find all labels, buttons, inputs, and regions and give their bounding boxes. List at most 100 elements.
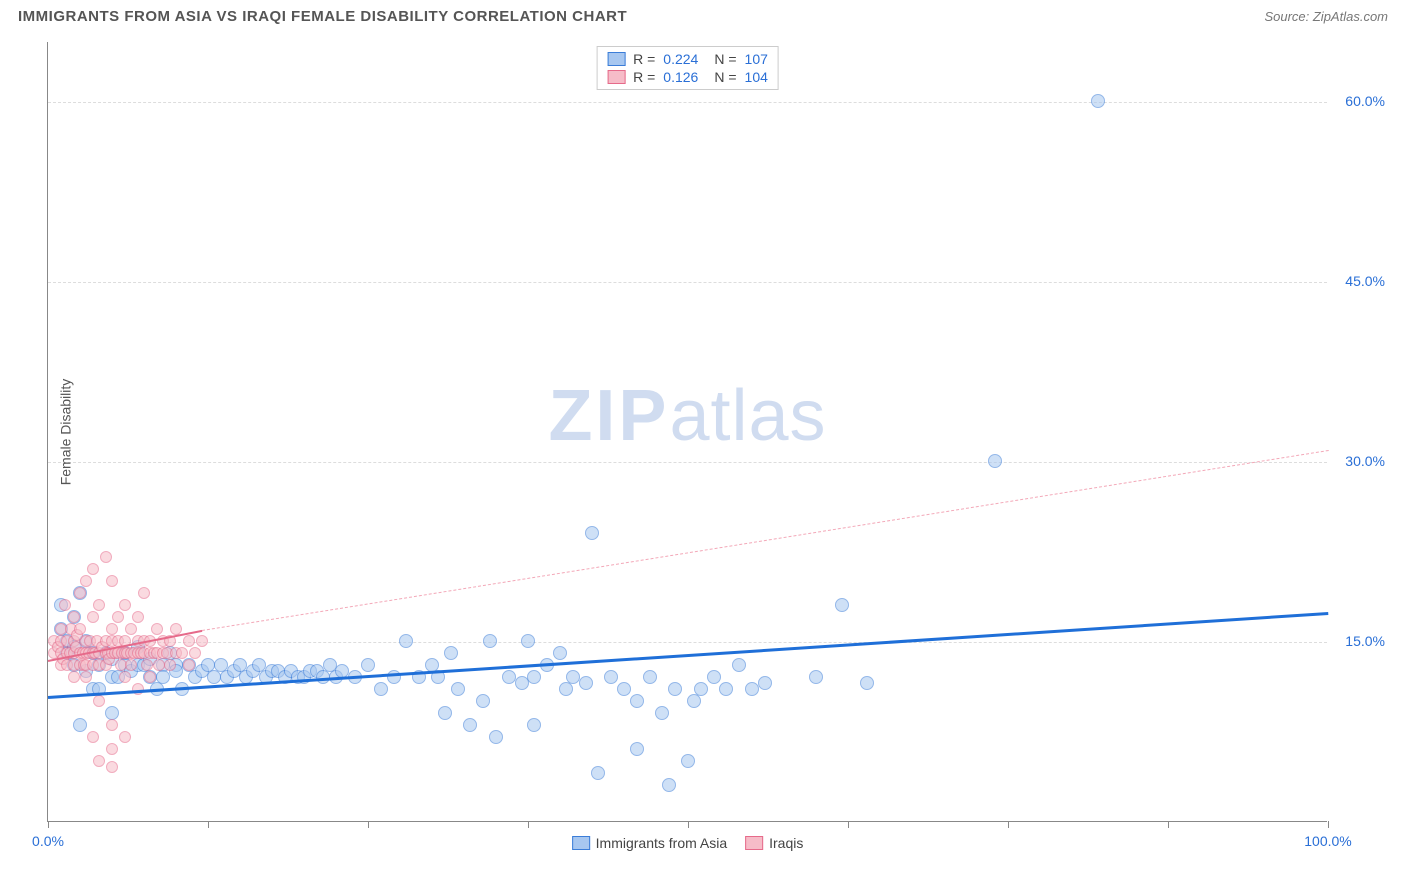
data-point-iraqis — [93, 695, 105, 707]
y-tick-label: 60.0% — [1345, 93, 1385, 109]
data-point-asia — [617, 682, 631, 696]
data-point-asia — [444, 646, 458, 660]
legend-row-asia: R = 0.224 N = 107 — [607, 51, 768, 67]
data-point-iraqis — [119, 599, 131, 611]
data-point-asia — [719, 682, 733, 696]
data-point-iraqis — [93, 599, 105, 611]
data-point-iraqis — [176, 647, 188, 659]
data-point-asia — [438, 706, 452, 720]
legend-r-value: 0.126 — [663, 69, 698, 85]
data-point-iraqis — [189, 647, 201, 659]
data-point-iraqis — [106, 575, 118, 587]
gridline — [48, 642, 1327, 643]
data-point-asia — [361, 658, 375, 672]
data-point-iraqis — [68, 611, 80, 623]
gridline — [48, 462, 1327, 463]
data-point-asia — [630, 742, 644, 756]
x-tick-label: 100.0% — [1304, 833, 1351, 849]
data-point-asia — [105, 706, 119, 720]
legend-row-iraqis: R = 0.126 N = 104 — [607, 69, 768, 85]
data-point-asia — [489, 730, 503, 744]
data-point-iraqis — [100, 551, 112, 563]
data-point-iraqis — [106, 719, 118, 731]
data-point-asia — [1091, 94, 1105, 108]
data-point-asia — [73, 718, 87, 732]
y-tick-label: 45.0% — [1345, 273, 1385, 289]
x-tick — [1328, 821, 1329, 828]
trend-line — [202, 450, 1329, 631]
trend-line — [48, 612, 1328, 699]
data-point-iraqis — [141, 659, 153, 671]
data-point-iraqis — [106, 761, 118, 773]
data-point-iraqis — [164, 659, 176, 671]
data-point-asia — [585, 526, 599, 540]
data-point-iraqis — [119, 731, 131, 743]
data-point-iraqis — [138, 587, 150, 599]
data-point-asia — [579, 676, 593, 690]
legend-n-value: 107 — [745, 51, 768, 67]
x-tick — [48, 821, 49, 828]
data-point-iraqis — [106, 623, 118, 635]
data-point-asia — [758, 676, 772, 690]
correlation-legend: R = 0.224 N = 107 R = 0.126 N = 104 — [596, 46, 779, 90]
series-legend: Immigrants from AsiaIraqis — [572, 835, 804, 851]
data-point-asia — [559, 682, 573, 696]
data-point-iraqis — [87, 731, 99, 743]
data-point-asia — [463, 718, 477, 732]
legend-n-value: 104 — [745, 69, 768, 85]
data-point-iraqis — [74, 587, 86, 599]
data-point-asia — [451, 682, 465, 696]
series-label: Immigrants from Asia — [596, 835, 727, 851]
data-point-iraqis — [119, 671, 131, 683]
data-point-asia — [655, 706, 669, 720]
legend-r-label: R = — [633, 69, 655, 85]
data-point-asia — [835, 598, 849, 612]
data-point-asia — [643, 670, 657, 684]
data-point-asia — [681, 754, 695, 768]
gridline — [48, 102, 1327, 103]
data-point-asia — [668, 682, 682, 696]
data-point-asia — [483, 634, 497, 648]
data-point-iraqis — [196, 635, 208, 647]
legend-r-label: R = — [633, 51, 655, 67]
gridline — [48, 282, 1327, 283]
data-point-asia — [591, 766, 605, 780]
data-point-iraqis — [106, 743, 118, 755]
legend-swatch — [745, 836, 763, 850]
x-tick — [208, 821, 209, 828]
data-point-asia — [687, 694, 701, 708]
legend-r-value: 0.224 — [663, 51, 698, 67]
legend-swatch — [572, 836, 590, 850]
data-point-asia — [156, 670, 170, 684]
data-point-asia — [707, 670, 721, 684]
data-point-iraqis — [87, 611, 99, 623]
x-tick — [848, 821, 849, 828]
data-point-iraqis — [125, 659, 137, 671]
data-point-asia — [630, 694, 644, 708]
legend-swatch — [607, 70, 625, 84]
data-point-iraqis — [80, 575, 92, 587]
legend-n-label: N = — [714, 51, 736, 67]
data-point-asia — [521, 634, 535, 648]
data-point-asia — [553, 646, 567, 660]
legend-n-label: N = — [714, 69, 736, 85]
data-point-iraqis — [87, 563, 99, 575]
data-point-asia — [860, 676, 874, 690]
y-tick-label: 15.0% — [1345, 633, 1385, 649]
data-point-asia — [476, 694, 490, 708]
data-point-iraqis — [151, 623, 163, 635]
data-point-asia — [662, 778, 676, 792]
x-tick — [528, 821, 529, 828]
data-point-iraqis — [68, 671, 80, 683]
x-tick-label: 0.0% — [32, 833, 64, 849]
data-point-iraqis — [183, 635, 195, 647]
plot-area: ZIPatlas 15.0%30.0%45.0%60.0%0.0%100.0%R… — [47, 42, 1327, 822]
data-point-iraqis — [132, 611, 144, 623]
x-tick — [1008, 821, 1009, 828]
data-point-iraqis — [59, 599, 71, 611]
y-axis-label: Female Disability — [57, 379, 73, 486]
data-point-asia — [732, 658, 746, 672]
data-point-asia — [527, 670, 541, 684]
source-label: Source: ZipAtlas.com — [1264, 9, 1388, 24]
x-tick — [1168, 821, 1169, 828]
